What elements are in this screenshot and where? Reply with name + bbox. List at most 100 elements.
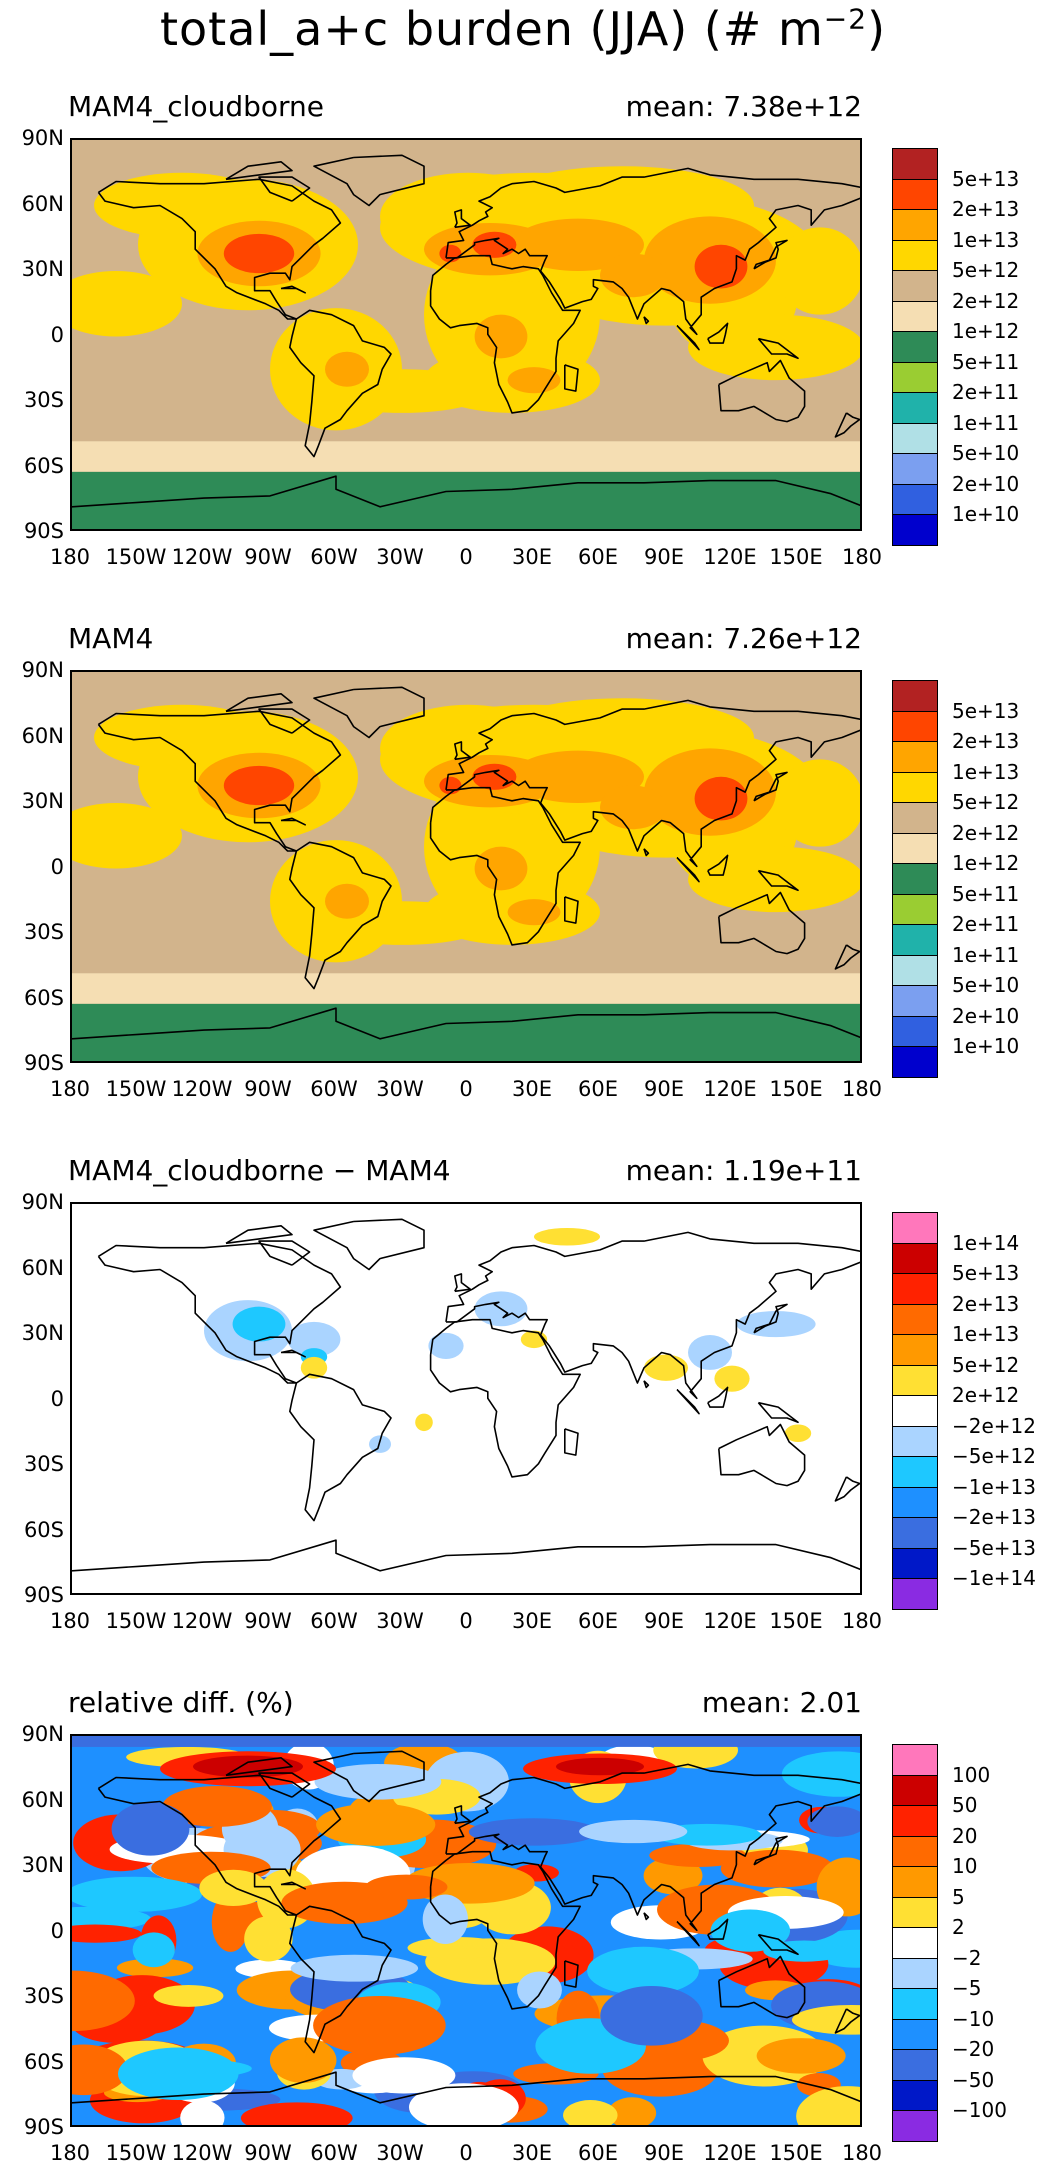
lon-tick-label: 60E	[578, 1609, 618, 1633]
panel-mean: mean: 7.38e+12	[625, 90, 862, 123]
legend-color-box	[892, 300, 938, 332]
lon-tick-label: 180	[841, 2141, 883, 2165]
legend-color-box	[892, 924, 938, 956]
field-orange-4	[600, 785, 666, 830]
rel-blob-97	[72, 2044, 128, 2096]
map-svg	[72, 672, 860, 1061]
lat-tick-label: 30N	[21, 1853, 64, 1877]
rel-blob-84	[807, 1806, 860, 1837]
legend-label: 1e+11	[952, 410, 1020, 435]
legend-color-box	[892, 954, 938, 986]
coastline-4	[718, 359, 806, 423]
lat-tick-label: 90N	[21, 658, 64, 682]
legend-color-box	[892, 1835, 938, 1867]
lon-tick-label: 0	[459, 1077, 473, 1101]
rel-blob-92	[563, 2100, 618, 2125]
lat-tick-label: 0	[50, 322, 64, 347]
legend-label: 1e+13	[952, 227, 1020, 252]
lon-tick-label: 0	[459, 545, 473, 569]
legend-label: 1e+10	[952, 502, 1020, 526]
diff-neg-3	[428, 1332, 464, 1360]
legend-color-box	[892, 270, 938, 302]
coastline-13	[757, 869, 799, 892]
coastline-7	[258, 708, 311, 734]
lat-tick-label: 30N	[21, 789, 64, 813]
lon-tick-label: 30W	[376, 1077, 424, 1101]
legend-color-box	[892, 1364, 938, 1396]
field-red-1	[472, 231, 517, 258]
legend-color-box	[892, 1957, 938, 1989]
field-orange-4	[600, 253, 666, 298]
field-yellow-7	[94, 704, 270, 771]
field-orange-5	[474, 314, 528, 359]
coastline-8	[225, 1224, 293, 1245]
coastline-9	[453, 1273, 472, 1293]
coastline-5	[72, 475, 860, 508]
legend-label: 1e+13	[952, 1322, 1020, 1346]
coastline-1	[289, 309, 392, 458]
rel-blob-65	[407, 1936, 509, 1959]
rel-blob-95	[409, 2083, 519, 2125]
legend-color-box	[892, 1334, 938, 1366]
field-yellow-7	[94, 172, 270, 239]
field-red-2	[694, 776, 748, 821]
lat-tick-label: 60N	[21, 1255, 64, 1280]
panel-title: relative diff. (%)	[68, 1686, 294, 1719]
coastline-14	[834, 1476, 860, 1502]
lon-tick-label: 120W	[171, 1609, 233, 1633]
rel-blob-101	[72, 1970, 135, 2032]
panel-title: MAM4	[68, 622, 154, 655]
coastline-10	[753, 1835, 788, 1866]
legend-color-box	[892, 1896, 938, 1928]
coastline-11	[676, 857, 700, 883]
lon-tick-label: 30E	[512, 2141, 552, 2165]
map-svg	[72, 1736, 860, 2125]
legend-color-box	[892, 178, 938, 210]
lat-tick-label: 60N	[21, 1787, 64, 1812]
lon-tick-label: 60W	[310, 545, 358, 569]
panel-mean: mean: 7.26e+12	[625, 622, 862, 655]
coastline-17	[280, 1881, 306, 1890]
legend-label: 1e+11	[952, 942, 1020, 967]
lat-tick-label: 60N	[21, 723, 64, 748]
legend-label: −1e+13	[952, 1474, 1036, 1499]
legend-label: 5e+12	[952, 258, 1020, 282]
legend-label: 2e+11	[952, 380, 1020, 404]
field-yellow-10	[688, 846, 860, 913]
lon-tick-label: 150E	[769, 2141, 823, 2165]
rel-arctic-core-1	[556, 1757, 644, 1776]
panel-mean: mean: 2.01	[701, 1686, 862, 1719]
coastline-0	[97, 178, 342, 320]
lon-tick-label: 120E	[703, 2141, 757, 2165]
field-orange-5	[474, 846, 528, 891]
map-svg	[72, 1204, 860, 1593]
field-band-southern	[72, 441, 860, 472]
legend-label: 2e+12	[952, 820, 1020, 845]
lon-tick-label: 150E	[769, 1609, 823, 1633]
legend-label: 2	[952, 1915, 965, 1939]
lat-tick-label: 90N	[21, 126, 64, 150]
coastline-4	[718, 1423, 806, 1487]
legend-label: 2e+11	[952, 912, 1020, 936]
field-yellow-11	[72, 803, 182, 869]
coastline-15	[563, 1428, 579, 1456]
legend-color-box	[892, 680, 938, 712]
rel-blob-121	[145, 2059, 252, 2078]
coastline-4	[718, 1955, 806, 2019]
diff-neg-6	[369, 1435, 391, 1453]
lon-tick-label: 90W	[244, 545, 292, 569]
coastline-14	[834, 2008, 860, 2034]
rel-blob-136	[710, 1909, 791, 1952]
diff-pos-3	[415, 1413, 433, 1432]
coastline-0	[97, 1774, 342, 1916]
lon-tick-label: 0	[459, 1609, 473, 1633]
coastline-6	[313, 686, 425, 739]
lat-tick-label: 60S	[23, 1517, 64, 1542]
lon-tick-label: 150W	[105, 1609, 167, 1633]
lat-tick-label: 90S	[23, 1583, 64, 1607]
lon-tick-label: 180	[49, 545, 91, 569]
diff-neg-1	[287, 1321, 341, 1357]
coastline-11	[676, 325, 700, 351]
field-orange-2	[512, 750, 644, 803]
coastline-6	[313, 1218, 425, 1271]
